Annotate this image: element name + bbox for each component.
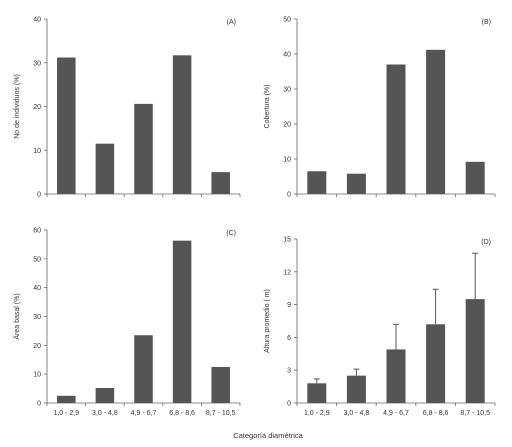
y-tick-label: 40 <box>33 285 41 292</box>
bar <box>307 171 327 194</box>
x-axis-label: Categoría diamétrica <box>233 431 303 440</box>
y-tick-label: 40 <box>283 52 291 59</box>
y-axis-label: Altura promedio ( m) <box>264 289 271 353</box>
bar <box>307 383 327 403</box>
y-tick-label: 30 <box>283 87 291 94</box>
chart-panel-2: 0 10 20 30 40 50 (B) Cobertura (%) <box>264 17 496 199</box>
bar <box>134 335 153 403</box>
y-tick-label: 50 <box>33 256 41 263</box>
x-tick-label: 3,0 - 4,8 <box>92 410 118 417</box>
x-tick-label: 6,8 - 8,6 <box>169 410 195 417</box>
bar <box>386 64 406 194</box>
y-tick-label: 9 <box>287 302 291 309</box>
y-tick-label: 3 <box>287 368 291 375</box>
x-tick-label: 1,0 - 2,9 <box>53 410 79 417</box>
y-tick-label: 60 <box>33 228 41 235</box>
chart-panel-4: 0 3 6 9 12 15 1,0 - 2,9 3,0 - 4,8 4,9 - 6,7 6,8 -… <box>264 237 496 417</box>
y-tick-label: 30 <box>33 314 41 321</box>
bar <box>172 240 192 403</box>
bar <box>346 375 366 403</box>
bar <box>465 299 485 403</box>
y-tick-label: 0 <box>287 401 291 408</box>
x-tick-label: 6,8 - 8,6 <box>423 410 449 417</box>
y-tick-label: 10 <box>33 148 41 155</box>
y-tick-label: 6 <box>287 335 291 342</box>
y-axis-label: Área basal (%) <box>12 293 21 339</box>
y-tick-label: 30 <box>33 60 41 67</box>
bar <box>172 55 192 194</box>
y-tick-label: 12 <box>283 269 291 276</box>
bar <box>211 172 230 194</box>
bar <box>465 161 485 194</box>
y-axis-label: Cobertura (%) <box>264 85 271 129</box>
bar <box>386 349 406 403</box>
y-tick-label: 40 <box>33 17 41 24</box>
bar <box>95 388 115 403</box>
panel-label: (C) <box>226 230 236 237</box>
panel-label: (D) <box>481 239 491 246</box>
chart-panel-3: 0 10 20 30 40 50 60 1,0 - 2,9 3,0 - 4,8 4,9 - 6,7… <box>12 228 241 417</box>
bar <box>426 49 446 194</box>
y-tick-label: 10 <box>283 157 291 164</box>
x-tick-label: 3,0 - 4,8 <box>344 410 370 417</box>
panel-label: (B) <box>482 19 491 26</box>
x-tick-label: 1,0 - 2,9 <box>304 410 330 417</box>
y-tick-label: 20 <box>33 343 41 350</box>
y-tick-label: 50 <box>283 17 291 24</box>
x-tick-label: 4,9 - 6,7 <box>383 410 409 417</box>
bar <box>57 395 76 403</box>
x-tick-label: 4,9 - 6,7 <box>131 410 157 417</box>
bar <box>57 57 76 194</box>
y-tick-label: 20 <box>33 104 41 111</box>
bar <box>134 103 153 194</box>
bar <box>426 324 446 403</box>
x-tick-label: 8,7 - 10,5 <box>460 410 490 417</box>
y-axis-label: No de individuos (%) <box>14 74 21 139</box>
chart-panel-1: 0 10 20 30 40 (A) No de individuos (%) <box>14 17 241 199</box>
x-tick-label: 8,7 - 10,5 <box>206 410 236 417</box>
y-tick-label: 20 <box>283 122 291 129</box>
y-tick-label: 0 <box>37 192 41 199</box>
panel-label: (A) <box>227 19 236 26</box>
bar <box>211 366 230 403</box>
y-tick-label: 15 <box>283 237 291 244</box>
bar <box>346 173 366 194</box>
y-tick-label: 0 <box>37 401 41 408</box>
y-tick-label: 10 <box>33 372 41 379</box>
bar <box>95 143 115 194</box>
y-tick-label: 0 <box>287 192 291 199</box>
